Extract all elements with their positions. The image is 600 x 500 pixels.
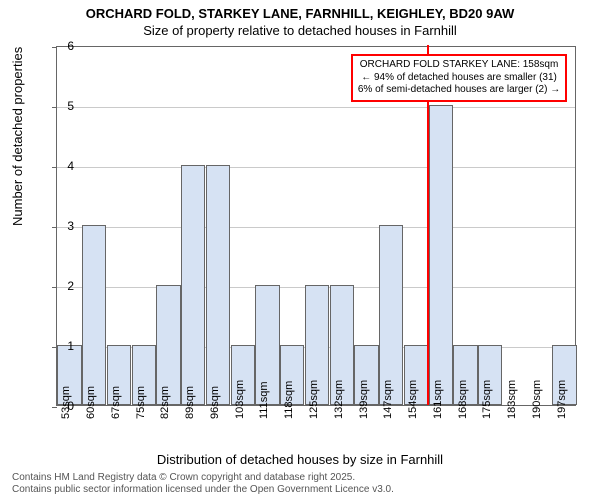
ytick-mark	[52, 167, 57, 168]
annotation-line2: ← 94% of detached houses are smaller (31…	[358, 72, 560, 85]
footer-attribution: Contains HM Land Registry data © Crown c…	[12, 472, 394, 496]
histogram-bar	[82, 225, 106, 405]
ytick-label: 3	[67, 219, 74, 233]
histogram-bar	[181, 165, 205, 405]
ytick-mark	[52, 47, 57, 48]
ytick-label: 1	[67, 339, 74, 353]
chart-container: ORCHARD FOLD STARKEY LANE: 158sqm← 94% o…	[56, 46, 576, 406]
ytick-mark	[52, 287, 57, 288]
footer-line2: Contains public sector information licen…	[12, 484, 394, 496]
chart-title-block: ORCHARD FOLD, STARKEY LANE, FARNHILL, KE…	[0, 0, 600, 38]
gridline	[57, 107, 575, 108]
plot-area: ORCHARD FOLD STARKEY LANE: 158sqm← 94% o…	[56, 46, 576, 406]
annotation-box: ORCHARD FOLD STARKEY LANE: 158sqm← 94% o…	[351, 54, 567, 102]
ytick-label: 6	[67, 39, 74, 53]
title-line2: Size of property relative to detached ho…	[0, 23, 600, 38]
ytick-label: 5	[67, 99, 74, 113]
histogram-bar	[379, 225, 403, 405]
annotation-line3: 6% of semi-detached houses are larger (2…	[358, 84, 560, 97]
title-line1: ORCHARD FOLD, STARKEY LANE, FARNHILL, KE…	[0, 6, 600, 21]
ytick-mark	[52, 107, 57, 108]
ytick-mark	[52, 407, 57, 408]
gridline	[57, 227, 575, 228]
ytick-label: 2	[67, 279, 74, 293]
footer-line1: Contains HM Land Registry data © Crown c…	[12, 472, 394, 484]
gridline	[57, 167, 575, 168]
x-axis-label: Distribution of detached houses by size …	[0, 452, 600, 467]
ytick-label: 4	[67, 159, 74, 173]
histogram-bar	[206, 165, 230, 405]
histogram-bar	[429, 105, 453, 405]
annotation-line1: ORCHARD FOLD STARKEY LANE: 158sqm	[358, 59, 560, 72]
y-axis-label: Number of detached properties	[10, 47, 25, 226]
ytick-mark	[52, 227, 57, 228]
